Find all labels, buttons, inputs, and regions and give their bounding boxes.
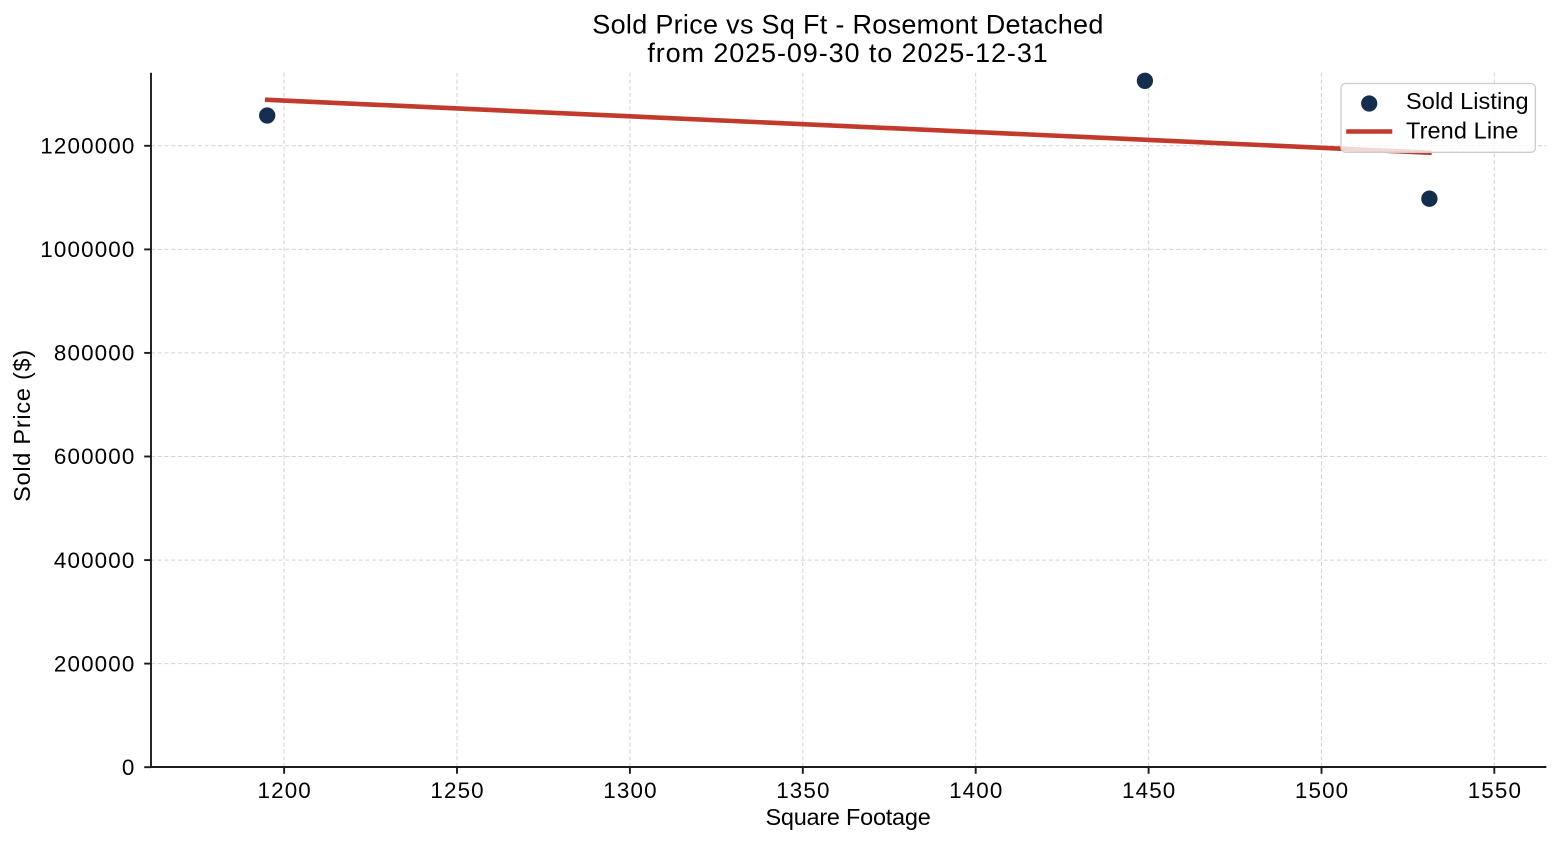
svg-text:1300: 1300 — [603, 778, 657, 803]
svg-text:1200: 1200 — [257, 778, 311, 803]
svg-text:Square Footage: Square Footage — [765, 804, 930, 830]
svg-text:200000: 200000 — [54, 651, 136, 676]
svg-text:Sold Listing: Sold Listing — [1406, 88, 1529, 114]
svg-text:800000: 800000 — [54, 341, 136, 366]
svg-text:1250: 1250 — [430, 778, 484, 803]
svg-text:1400: 1400 — [949, 778, 1003, 803]
svg-text:0: 0 — [122, 755, 136, 780]
svg-text:400000: 400000 — [54, 548, 136, 573]
svg-text:1000000: 1000000 — [40, 237, 135, 262]
svg-text:1450: 1450 — [1122, 778, 1176, 803]
svg-text:1550: 1550 — [1468, 778, 1522, 803]
svg-text:1350: 1350 — [776, 778, 830, 803]
svg-text:from 2025-09-30 to 2025-12-31: from 2025-09-30 to 2025-12-31 — [647, 38, 1048, 68]
svg-text:1200000: 1200000 — [40, 134, 135, 159]
svg-text:Sold Price vs Sq Ft - Rosemont: Sold Price vs Sq Ft - Rosemont Detached — [592, 10, 1103, 40]
svg-text:Sold Price ($): Sold Price ($) — [9, 349, 35, 502]
svg-text:600000: 600000 — [54, 444, 136, 469]
svg-text:Trend Line: Trend Line — [1406, 117, 1518, 143]
svg-text:1500: 1500 — [1295, 778, 1349, 803]
